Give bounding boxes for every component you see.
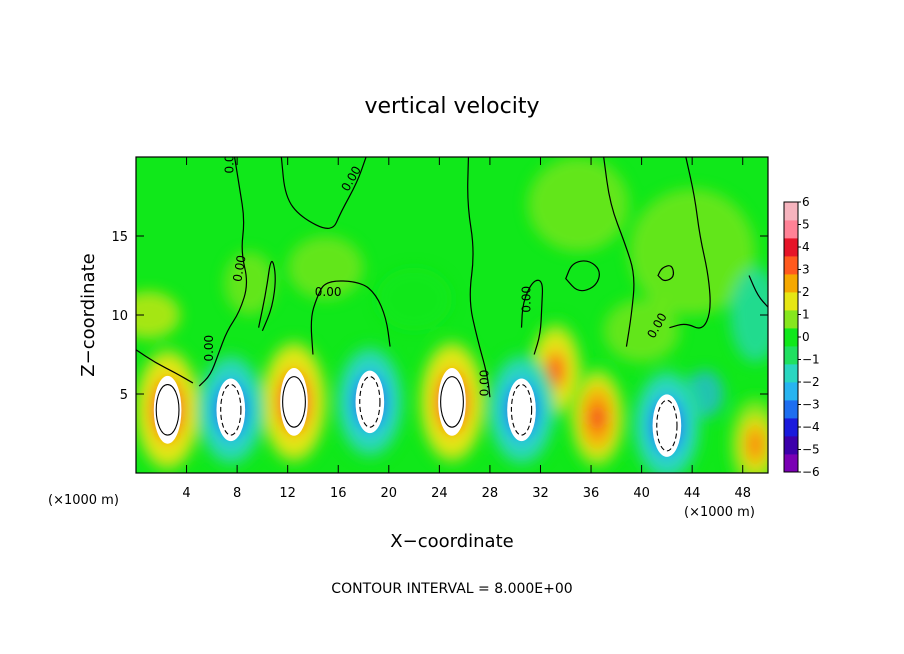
x-unit-right: (×1000 m) [684,505,755,520]
field-patch [287,236,364,300]
closed-contour [565,260,600,292]
closed-contour [657,265,675,282]
updraft-band [593,410,602,426]
updraft-core [438,368,466,436]
zero-contour [136,349,194,384]
contour-label: 0.00 [478,370,492,397]
zero-contour [603,157,635,347]
downdraft-core-contour [510,383,533,436]
x-tick-label: 20 [381,486,398,501]
y-tick-label: 5 [120,388,128,403]
colorbar-label: −1 [802,353,820,367]
field-patch [376,267,452,331]
x-tick-label: 24 [431,486,448,501]
colorbar-swatch [784,328,798,347]
updraft-core-contour [440,376,464,428]
field-patch [730,267,768,363]
downdraft-core [507,378,536,442]
colorbar-label: 3 [802,263,810,277]
downdraft-core-contour [656,399,678,452]
field-patch [527,157,629,252]
plot-area: 0.000.000.00 0.000.000.000.000.00 4 8 12 16 2… [111,147,769,501]
downdraft-core-contour [220,383,242,436]
x-tick-label: 32 [532,486,549,501]
downdraft-core [216,378,246,442]
y-axis-ticks: 5 10 15 [111,230,768,403]
updraft-band [551,362,560,378]
field-patch [628,188,756,315]
contour-label: 0.00 [230,254,248,283]
colorbar-swatch [784,256,798,275]
field-patch [603,299,680,363]
colorbar-label: −2 [802,375,820,389]
updraft-core [280,368,308,436]
x-tick-label: 8 [233,486,241,501]
x-tick-label: 48 [734,486,751,501]
downdraft-core-contour [359,376,381,428]
updraft-band [751,437,760,452]
y-tick-label: 15 [111,230,128,245]
x-unit-left: (×1000 m) [48,493,119,508]
downdraft-core [355,370,385,434]
velocity-field [136,157,768,473]
contour-lines [136,157,768,452]
contour-label: 0.00 [222,147,236,174]
x-tick-label: 12 [279,486,296,501]
colorbar-swatch [784,310,798,329]
x-axis-title: X−coordinate [390,531,513,552]
contour-label: 0.00 [315,285,342,299]
x-tick-label: 36 [583,486,600,501]
colorbar-label: −3 [802,398,820,412]
field-patch [224,251,276,315]
colorbar-label: 5 [802,218,810,232]
colorbar-swatch [784,364,798,383]
colorbar-swatch [784,382,798,401]
colorbar-swatch [784,400,798,419]
zero-contour [280,157,367,229]
colorbar-label: 6 [802,195,810,209]
colorbar: 6 5 4 3 2 1 0 −1 −2 −3 −4 −5 −6 [783,195,820,479]
zero-contour [520,279,544,355]
x-tick-label: 28 [482,486,499,501]
zero-contour [748,275,768,308]
x-tick-label: 16 [330,486,347,501]
colorbar-swatch [784,454,798,473]
colorbar-label: 2 [802,285,810,299]
zero-contour [310,280,391,355]
zero-contour [467,157,491,398]
colorbar-label: −5 [802,443,820,457]
colorbar-swatch [784,220,798,239]
colorbar-swatch [784,418,798,437]
updraft-core-contour [155,383,180,436]
colorbar-swatch [784,436,798,455]
colorbar-label: −4 [802,420,820,434]
y-tick-label: 10 [111,309,128,324]
colorbar-label: 0 [802,330,810,344]
colorbar-swatch [784,274,798,293]
colorbar-label: 1 [802,308,810,322]
zero-contour [198,157,248,387]
updraft-core-contour [282,376,306,428]
x-axis-ticks: 4 8 12 16 20 24 28 32 36 40 44 48 [182,157,751,501]
x-tick-label: 40 [633,486,650,501]
y-axis-title: Z−coordinate [78,253,99,376]
x-tick-label: 44 [684,486,701,501]
colorbar-label: 4 [802,240,810,254]
contour-label: 0.00 [202,335,216,362]
colorbar-swatch [784,202,798,221]
contour-label: 0.00 [519,286,533,313]
colorbar-swatch [784,346,798,365]
contour-interval-note: CONTOUR INTERVAL = 8.000E+00 [331,581,572,597]
downdraft-core [652,394,682,457]
x-tick-label: 4 [182,486,190,501]
colorbar-label: −6 [802,465,820,479]
zero-contour [258,260,276,332]
colorbar-swatch [784,292,798,311]
chart-title: vertical velocity [364,94,539,119]
zero-contour [669,157,711,329]
colorbar-swatch [784,238,798,257]
updraft-core [153,375,182,444]
field-patch [136,291,181,339]
